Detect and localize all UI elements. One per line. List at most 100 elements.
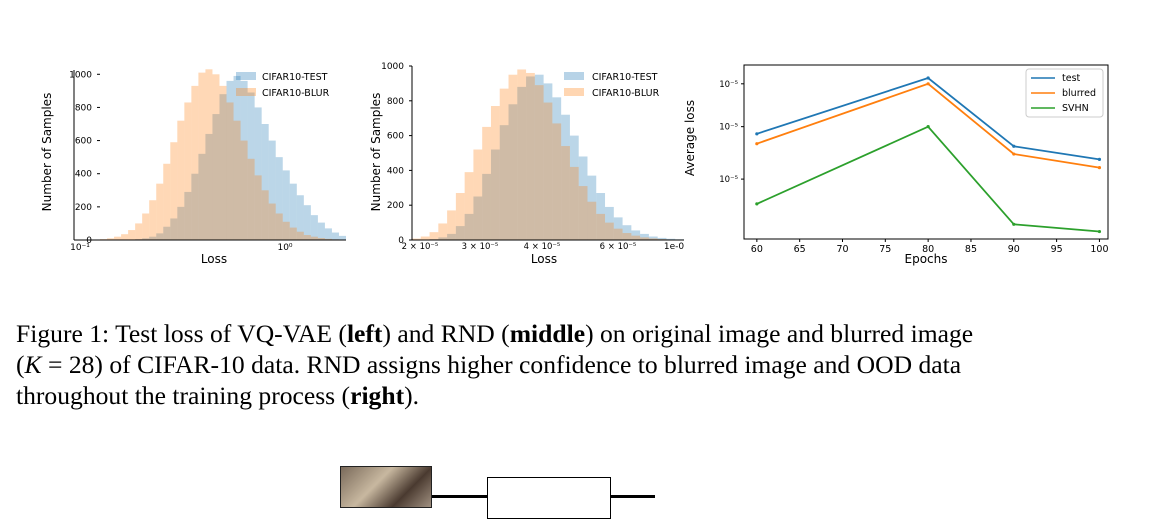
ytick-label: 6 × 10⁻⁵	[720, 80, 738, 90]
arrow	[610, 495, 655, 498]
histogram-bar	[605, 223, 614, 240]
ytick-label: 200	[75, 203, 92, 213]
x-axis-label: Loss	[201, 252, 227, 266]
histogram-bar	[248, 159, 255, 240]
histogram-bar	[614, 229, 623, 240]
histogram-bar	[227, 102, 234, 240]
caption-text: ) on original image and blurred image	[585, 319, 973, 348]
caption-text: throughout the training process (	[16, 381, 350, 410]
caption-text: ).	[404, 381, 419, 410]
histogram-bar	[191, 86, 198, 240]
xtick-label: 3 × 10⁻⁵	[462, 242, 499, 252]
xtick-label: 70	[836, 244, 848, 255]
xtick-label: 85	[965, 244, 977, 255]
histogram-bar	[587, 202, 596, 240]
histogram-bar	[121, 234, 128, 240]
histogram-bar	[623, 233, 632, 240]
histogram-bar	[447, 210, 456, 240]
caption-line: Figure 1: Test loss of VQ-VAE (left) and…	[16, 318, 1115, 349]
xtick-label: 100	[1090, 244, 1108, 255]
data-point	[755, 132, 758, 135]
caption-bold: middle	[510, 319, 585, 348]
legend-label-svhn: SVHN	[1062, 103, 1089, 114]
xtick-label: 75	[879, 244, 891, 255]
data-point	[927, 82, 930, 85]
histogram-bar	[269, 204, 276, 240]
histogram-bar	[311, 215, 318, 240]
histogram-bar	[596, 214, 605, 240]
caption-text: = 28) of CIFAR-10 data. RND assigns high…	[42, 350, 961, 379]
ytick-label: 4 × 10⁻⁵	[720, 175, 738, 185]
ytick-label: 800	[75, 103, 92, 113]
histogram-bar	[276, 213, 283, 240]
legend-swatch-blur	[236, 88, 256, 96]
legend-label-blurred: blurred	[1062, 88, 1096, 99]
series-line	[757, 127, 1100, 232]
xtick-label: 6 × 10⁻⁵	[600, 242, 637, 252]
histogram-bar	[332, 233, 339, 240]
xtick-label: 2 × 10⁻⁵	[402, 242, 439, 252]
legend: CIFAR10-TEST CIFAR10-BLUR	[236, 72, 330, 99]
legend-swatch-test	[564, 72, 584, 80]
histogram-bar	[234, 121, 241, 240]
data-point	[1012, 223, 1015, 226]
histogram-bar	[156, 184, 163, 240]
xtick-label: 65	[794, 244, 806, 255]
legend-swatch-blur	[564, 88, 584, 96]
histogram-bar	[262, 190, 269, 240]
legend-label-test: CIFAR10-TEST	[262, 72, 328, 83]
caption-math: K	[25, 350, 42, 379]
xtick-label: 10⁰	[277, 243, 292, 253]
data-point	[1098, 166, 1101, 169]
legend-label-test: CIFAR10-TEST	[592, 72, 658, 83]
y-axis-label: Average loss	[683, 100, 697, 176]
histogram-bar	[526, 73, 535, 240]
histogram-bar	[297, 232, 304, 240]
xtick-label: 90	[1008, 244, 1020, 255]
histogram-bar	[198, 73, 205, 240]
ytick-label: 5 × 10⁻⁵	[720, 123, 738, 133]
histogram-bar	[430, 232, 439, 240]
histogram-bar	[517, 69, 526, 240]
data-point	[755, 142, 758, 145]
y-axis-label: Number of Samples	[40, 93, 54, 212]
arrow	[432, 495, 487, 498]
histogram-bar	[509, 75, 518, 240]
histogram-bar	[482, 127, 491, 240]
legend-label-blur: CIFAR10-BLUR	[592, 88, 660, 99]
xtick-label: 4 × 10⁻⁵	[524, 242, 561, 252]
data-point	[1098, 158, 1101, 161]
ytick-label: 400	[75, 170, 92, 180]
histogram-bar	[631, 236, 640, 240]
histogram-bar	[184, 102, 191, 240]
histogram-bar	[318, 223, 325, 240]
sample-image-thumbnail	[340, 466, 432, 508]
histogram-bar	[212, 74, 219, 240]
ytick-label: 1000	[69, 70, 92, 80]
data-point	[927, 76, 930, 79]
histogram-bar	[473, 150, 482, 240]
ytick-label: 600	[387, 132, 404, 142]
ytick-label: 800	[387, 97, 404, 107]
data-point	[1012, 152, 1015, 155]
histogram-bar	[219, 86, 226, 240]
histogram-bar	[561, 146, 570, 240]
y-axis-label: Number of Samples	[369, 93, 383, 212]
histogram-bar	[163, 164, 170, 240]
caption-bold: right	[350, 381, 404, 410]
data-point	[755, 202, 758, 205]
caption-line: (K = 28) of CIFAR-10 data. RND assigns h…	[16, 349, 1115, 380]
legend: CIFAR10-TEST CIFAR10-BLUR	[564, 72, 660, 99]
histogram-bar	[544, 103, 553, 240]
network-box	[487, 477, 611, 519]
caption-text: (	[16, 350, 25, 379]
xtick-label: 10⁻¹	[70, 243, 90, 253]
histogram-bar	[421, 237, 430, 240]
caption-text: Figure 1: Test loss of VQ-VAE (	[16, 319, 347, 348]
histogram-bar	[142, 213, 149, 240]
legend: test blurred SVHN	[1026, 69, 1103, 117]
histogram-bar	[325, 228, 332, 240]
